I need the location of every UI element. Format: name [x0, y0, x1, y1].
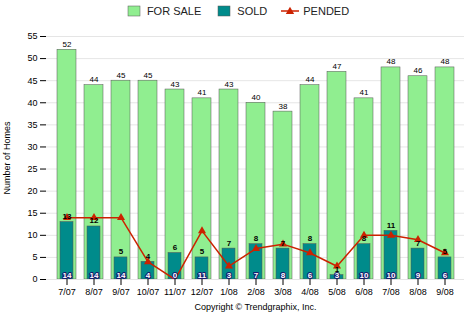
svg-text:8: 8	[281, 271, 286, 280]
svg-text:4: 4	[146, 252, 151, 261]
svg-text:43: 43	[225, 80, 234, 89]
svg-text:3: 3	[227, 271, 232, 280]
svg-text:8: 8	[254, 234, 259, 243]
svg-text:0: 0	[173, 271, 178, 280]
svg-text:44: 44	[306, 75, 315, 84]
svg-text:7: 7	[416, 239, 421, 248]
svg-text:52: 52	[63, 40, 72, 49]
svg-text:14: 14	[117, 271, 126, 280]
svg-text:12: 12	[90, 216, 99, 225]
svg-text:46: 46	[414, 66, 423, 75]
svg-text:12/07: 12/07	[191, 287, 214, 297]
svg-text:6: 6	[173, 243, 178, 252]
svg-text:9/07: 9/07	[112, 287, 130, 297]
svg-text:9: 9	[416, 271, 421, 280]
svg-text:6: 6	[308, 271, 313, 280]
svg-text:4: 4	[146, 271, 151, 280]
svg-text:6: 6	[443, 271, 448, 280]
svg-text:3: 3	[335, 271, 340, 280]
svg-text:41: 41	[198, 88, 207, 97]
svg-text:11: 11	[198, 271, 207, 280]
svg-text:10: 10	[27, 230, 37, 240]
svg-text:5: 5	[119, 247, 124, 256]
svg-text:15: 15	[27, 208, 37, 218]
svg-text:8: 8	[362, 234, 367, 243]
svg-text:10: 10	[360, 271, 369, 280]
svg-text:45: 45	[117, 71, 126, 80]
svg-text:35: 35	[27, 120, 37, 130]
svg-text:41: 41	[360, 88, 369, 97]
svg-text:5: 5	[443, 247, 448, 256]
svg-text:Copyright © Trendgraphix, Inc.: Copyright © Trendgraphix, Inc.	[194, 302, 316, 312]
svg-text:47: 47	[333, 62, 342, 71]
svg-text:5: 5	[200, 247, 205, 256]
svg-text:2/08: 2/08	[247, 287, 265, 297]
svg-text:11/07: 11/07	[164, 287, 186, 297]
svg-text:45: 45	[144, 71, 153, 80]
svg-text:48: 48	[387, 57, 396, 66]
svg-text:38: 38	[279, 102, 288, 111]
svg-text:40: 40	[252, 93, 261, 102]
svg-text:7: 7	[227, 239, 232, 248]
svg-text:40: 40	[27, 98, 37, 108]
svg-text:45: 45	[27, 76, 37, 86]
svg-text:1/08: 1/08	[220, 287, 238, 297]
svg-text:20: 20	[27, 186, 37, 196]
svg-text:11: 11	[387, 221, 396, 230]
svg-text:8/08: 8/08	[409, 287, 427, 297]
svg-text:30: 30	[27, 142, 37, 152]
svg-text:10: 10	[387, 271, 396, 280]
html-text:PENDED: PENDED	[303, 5, 350, 17]
svg-text:7/08: 7/08	[382, 287, 400, 297]
svg-text:7/07: 7/07	[58, 287, 76, 297]
svg-text:8/07: 8/07	[85, 287, 103, 297]
svg-text:7: 7	[281, 239, 286, 248]
svg-text:14: 14	[63, 271, 72, 280]
svg-text:7: 7	[254, 271, 259, 280]
svg-text:9/08: 9/08	[436, 287, 454, 297]
html-text:FOR SALE: FOR SALE	[146, 5, 202, 17]
svg-text:13: 13	[63, 212, 72, 221]
svg-text:8: 8	[308, 234, 313, 243]
svg-text:50: 50	[27, 53, 37, 63]
svg-text:55: 55	[27, 31, 37, 41]
svg-text:14: 14	[90, 271, 99, 280]
svg-text:4/08: 4/08	[301, 287, 319, 297]
svg-text:0: 0	[32, 274, 37, 284]
svg-text:25: 25	[27, 164, 37, 174]
svg-text:5/08: 5/08	[328, 287, 346, 297]
svg-text:3/08: 3/08	[274, 287, 292, 297]
svg-text:6/08: 6/08	[355, 287, 373, 297]
svg-text:43: 43	[171, 80, 180, 89]
svg-text:48: 48	[441, 57, 450, 66]
svg-text:5: 5	[32, 252, 37, 262]
html-text:SOLD: SOLD	[237, 5, 268, 17]
svg-text:Number of Homes: Number of Homes	[2, 121, 12, 195]
svg-text:44: 44	[90, 75, 99, 84]
svg-text:10/07: 10/07	[137, 287, 160, 297]
